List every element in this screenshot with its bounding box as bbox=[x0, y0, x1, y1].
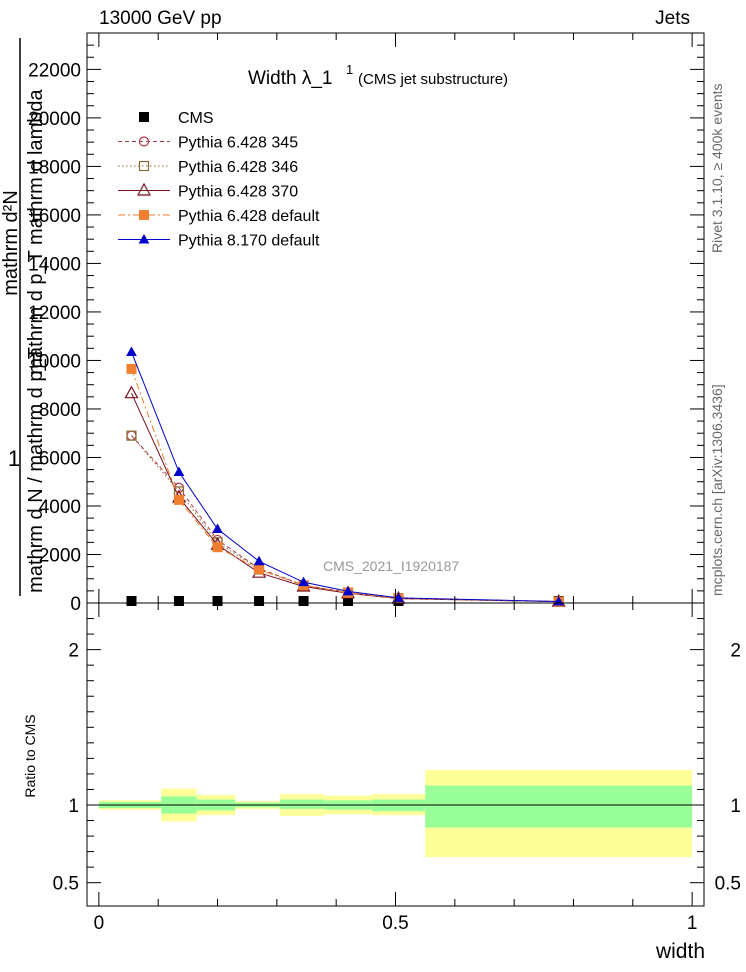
data-point-5-6 bbox=[393, 592, 404, 602]
y-label-numerator: 1 bbox=[8, 446, 20, 471]
data-point-2-0 bbox=[126, 430, 137, 441]
data-point-4-1 bbox=[173, 494, 184, 505]
main-y-tick-label: 12000 bbox=[28, 303, 81, 324]
legend-marker bbox=[138, 136, 150, 147]
analysis-tag: CMS_2021_I1920187 bbox=[323, 558, 459, 574]
ratio-inner-band-4 bbox=[279, 799, 325, 809]
series-2 bbox=[126, 430, 564, 607]
data-point-5-2 bbox=[212, 523, 223, 534]
series-1 bbox=[126, 430, 564, 607]
legend-item-3: Pythia 6.428 370 bbox=[118, 182, 298, 201]
main-y-axis-label: 1 mathrm d²N mathrm d p_T mathrm d lambd… bbox=[0, 38, 47, 596]
legend-item-2: Pythia 6.428 346 bbox=[118, 159, 298, 176]
main-y-tick-label: 4000 bbox=[39, 497, 81, 518]
main-series-group bbox=[124, 346, 566, 607]
main-y-tick-label: 16000 bbox=[28, 206, 81, 227]
data-point-4-0 bbox=[126, 363, 137, 374]
ratio-y-tick-label-right: 1 bbox=[730, 796, 741, 817]
ratio-axis-ticks bbox=[87, 603, 704, 906]
series-line-5 bbox=[131, 351, 559, 603]
data-point-4-2 bbox=[212, 542, 223, 553]
legend-label: Pythia 6.428 default bbox=[178, 208, 320, 225]
legend-label: Pythia 8.170 default bbox=[178, 233, 320, 250]
x-tick-label: 0 bbox=[94, 913, 105, 934]
legend-item-1: Pythia 6.428 345 bbox=[118, 135, 298, 152]
main-y-tick-label: 20000 bbox=[28, 109, 81, 130]
legend-label: Pythia 6.428 370 bbox=[178, 184, 298, 201]
data-point-5-4 bbox=[298, 576, 309, 587]
data-point-3-0 bbox=[124, 385, 139, 399]
ratio-y-tick-label-right: 2 bbox=[730, 641, 741, 662]
main-y-tick-label: 2000 bbox=[39, 545, 81, 566]
data-point-4-3 bbox=[254, 564, 265, 575]
ratio-y-tick-labels: 0.5 0.5 1 1 2 2 bbox=[53, 641, 741, 895]
main-y-tick-label: 6000 bbox=[39, 448, 81, 469]
legend-marker bbox=[139, 210, 149, 220]
mcplots-label: mcplots.cern.ch [arXiv:1306.3436] bbox=[709, 384, 725, 596]
ratio-y-tick-label: 2 bbox=[68, 641, 79, 662]
x-axis-label: width bbox=[655, 940, 705, 963]
main-axis-ticks bbox=[87, 32, 704, 604]
x-tick-label: 0.5 bbox=[382, 913, 408, 934]
data-point-5-1 bbox=[173, 466, 185, 477]
main-y-tick-label: 10000 bbox=[28, 351, 81, 372]
ratio-frame bbox=[86, 602, 705, 907]
main-y-tick-label: 18000 bbox=[28, 157, 81, 178]
legend-item-4: Pythia 6.428 default bbox=[118, 208, 320, 225]
x-tick-label: 1 bbox=[687, 913, 698, 934]
legend-marker bbox=[139, 112, 149, 122]
legend-marker bbox=[138, 160, 150, 172]
plot-subtitle: (CMS jet substructure) bbox=[358, 71, 508, 88]
main-y-tick-label: 22000 bbox=[28, 60, 81, 81]
legend-marker bbox=[138, 233, 150, 244]
legend-item-5: Pythia 8.170 default bbox=[118, 233, 320, 250]
data-point-0-3 bbox=[254, 596, 265, 606]
ratio-y-tick-label: 1 bbox=[68, 796, 79, 817]
data-point-5-3 bbox=[253, 555, 265, 566]
data-point-0-4 bbox=[298, 596, 309, 606]
ratio-y-tick-label: 0.5 bbox=[53, 874, 79, 895]
main-y-tick-labels: 0 2000 4000 6000 8000 10000 12000 14000 16000 180… bbox=[28, 60, 81, 615]
main-panel: 0 2000 4000 6000 8000 10000 12000 14000 16000 180… bbox=[28, 32, 705, 615]
series-line-4 bbox=[131, 368, 559, 603]
category-label: Jets bbox=[655, 8, 690, 29]
ratio-y-axis-label: Ratio to CMS bbox=[22, 714, 38, 797]
main-y-tick-label: 14000 bbox=[28, 254, 81, 275]
legend-marker bbox=[136, 182, 152, 196]
plot-title-superscript: 1 bbox=[346, 62, 353, 77]
energy-label: 13000 GeV pp bbox=[99, 8, 222, 29]
data-point-5-5 bbox=[342, 585, 354, 596]
legend-label: Pythia 6.428 345 bbox=[178, 135, 298, 152]
y-label-line-3: mathrm d N / mathrm d p_T bbox=[25, 347, 47, 593]
data-point-0-0 bbox=[126, 596, 137, 606]
data-point-0-1 bbox=[173, 596, 184, 606]
y-label-line-1: mathrm d²N bbox=[0, 190, 22, 296]
data-point-5-0 bbox=[126, 346, 137, 356]
main-y-tick-label: 8000 bbox=[39, 400, 81, 421]
legend-label: CMS bbox=[178, 110, 214, 127]
rivet-label: Rivet 3.1.10, ≥ 400k events bbox=[709, 83, 725, 253]
legend-item-0: CMS bbox=[139, 110, 214, 127]
plot-title: Width λ_1 bbox=[248, 68, 332, 89]
ratio-y-tick-label-right: 0.5 bbox=[715, 874, 741, 895]
legend-label: Pythia 6.428 346 bbox=[178, 159, 298, 176]
ratio-inner-band-7 bbox=[425, 785, 693, 828]
ratio-bands bbox=[98, 770, 693, 858]
y-label-line-2: mathrm d p_T mathrm d lambda bbox=[25, 88, 47, 374]
ratio-x-tick-labels: 0 0.5 1 bbox=[94, 913, 698, 934]
series-line-3 bbox=[131, 392, 559, 603]
legend: CMS Pythia 6.428 345 Pythia 6.428 346 Pythi… bbox=[118, 110, 320, 250]
main-y-tick-label: 0 bbox=[70, 594, 81, 615]
ratio-panel: 0.5 0.51 12 2 0 0.5 1 bbox=[53, 602, 741, 934]
